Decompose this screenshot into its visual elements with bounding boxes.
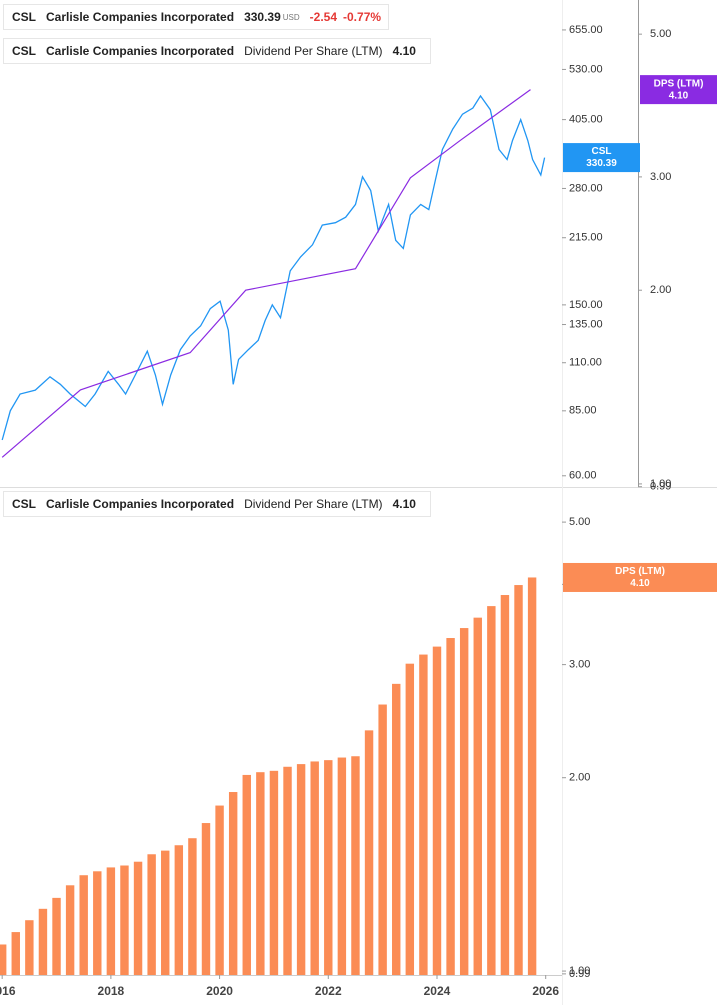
last-price: 330.39 (244, 10, 281, 24)
y-tick-label: 1.00 (569, 965, 590, 977)
ticker: CSL (12, 44, 36, 58)
bar (351, 756, 360, 975)
bar (65, 885, 75, 975)
value-box (563, 562, 717, 592)
bar (11, 932, 20, 975)
bar (201, 823, 211, 975)
bar (446, 638, 455, 975)
dps-box: DPS (LTM)4.10 (640, 75, 717, 105)
y-tick-label: 0.99 (569, 968, 590, 980)
y-tick-label: 5.00 (650, 28, 671, 40)
ticker: CSL (12, 10, 36, 24)
bar (405, 663, 415, 975)
y-tick-label: 110.00 (569, 357, 602, 369)
y-tick-label: 280.00 (569, 182, 603, 194)
y-tick-label: 655.00 (569, 24, 603, 36)
y-tick-label: 405.00 (569, 114, 603, 126)
bar (283, 766, 292, 975)
y-tick-label: 5.00 (569, 516, 590, 528)
change-pct: -0.77% (343, 10, 382, 24)
bar (215, 805, 224, 975)
x-tick-label: 2024 (424, 984, 451, 998)
bar (296, 764, 306, 975)
dps-legend: CSL Carlisle Companies Incorporated Divi… (3, 38, 431, 64)
bar (242, 774, 251, 975)
x-tick-label: 2020 (206, 984, 233, 998)
bar (310, 761, 319, 975)
bar (527, 577, 537, 975)
bar (93, 871, 102, 975)
bar (364, 730, 374, 975)
bar (38, 908, 48, 975)
y-tick-label: 2.00 (650, 284, 671, 296)
last-value: 4.10 (392, 497, 416, 511)
y-tick-label: 2.00 (569, 772, 590, 784)
bar (432, 646, 442, 975)
bar (337, 757, 347, 975)
bar (174, 845, 184, 975)
currency: USD (282, 12, 300, 22)
price-legend: CSL Carlisle Companies Incorporated 330.… (3, 4, 389, 30)
y-tick-label: 530.00 (569, 63, 603, 75)
x-tick-label: 2026 (532, 984, 559, 998)
last-value: 4.10 (392, 44, 416, 58)
series-name: Dividend Per Share (LTM) (244, 44, 383, 58)
value-box-name: DPS (LTM) (654, 78, 704, 89)
bar (514, 585, 523, 975)
company: Carlisle Companies Incorporated (46, 10, 235, 24)
bar (487, 606, 496, 975)
value-box-value: 4.10 (669, 90, 689, 101)
y-tick-label: 85.00 (569, 405, 597, 417)
y-tick-label: 135.00 (569, 318, 603, 330)
bar (79, 875, 88, 975)
y-tick-label: 3.00 (650, 171, 671, 183)
value-box-value: 4.10 (630, 578, 650, 589)
value-box-value: 330.39 (586, 158, 617, 169)
change: -2.54 (309, 10, 338, 24)
y-tick-label: 215.00 (569, 232, 603, 244)
bar (269, 770, 279, 975)
bar (106, 867, 116, 975)
bar (120, 865, 129, 975)
bar (188, 838, 197, 975)
bar (256, 772, 265, 975)
x-tick-label: 2018 (98, 984, 125, 998)
bar (161, 850, 170, 975)
bar-legend: CSL Carlisle Companies Incorporated Divi… (3, 491, 431, 517)
series-line (1, 94, 546, 441)
value-box-name: CSL (592, 146, 612, 157)
bar (392, 683, 401, 975)
series-line (1, 89, 531, 458)
ticker: CSL (12, 497, 36, 511)
bar (473, 617, 482, 975)
bar (324, 760, 333, 975)
y-tick-label: 0.99 (650, 481, 671, 493)
company: Carlisle Companies Incorporated (46, 44, 235, 58)
x-tick-label: 2022 (315, 984, 342, 998)
y-tick-label: 60.00 (569, 470, 597, 482)
bar (459, 628, 469, 975)
bar (378, 704, 387, 975)
bar (500, 595, 510, 975)
bar (0, 944, 7, 975)
value-box-name: DPS (LTM) (615, 566, 665, 577)
dps-box: DPS (LTM)4.10 (563, 562, 717, 592)
bar (25, 920, 34, 975)
company: Carlisle Companies Incorporated (46, 497, 235, 511)
y-tick-label: 3.00 (569, 659, 590, 671)
bar (133, 861, 143, 975)
y-tick-label: 150.00 (569, 299, 603, 311)
value-box (563, 143, 640, 173)
bar (228, 792, 238, 975)
y-tick-label: 1.00 (650, 478, 671, 490)
bar (147, 854, 156, 975)
x-tick-label: 2016 (0, 984, 16, 998)
bar (419, 654, 428, 975)
value-box (640, 75, 717, 105)
series-name: Dividend Per Share (LTM) (244, 497, 383, 511)
bar (52, 897, 61, 975)
